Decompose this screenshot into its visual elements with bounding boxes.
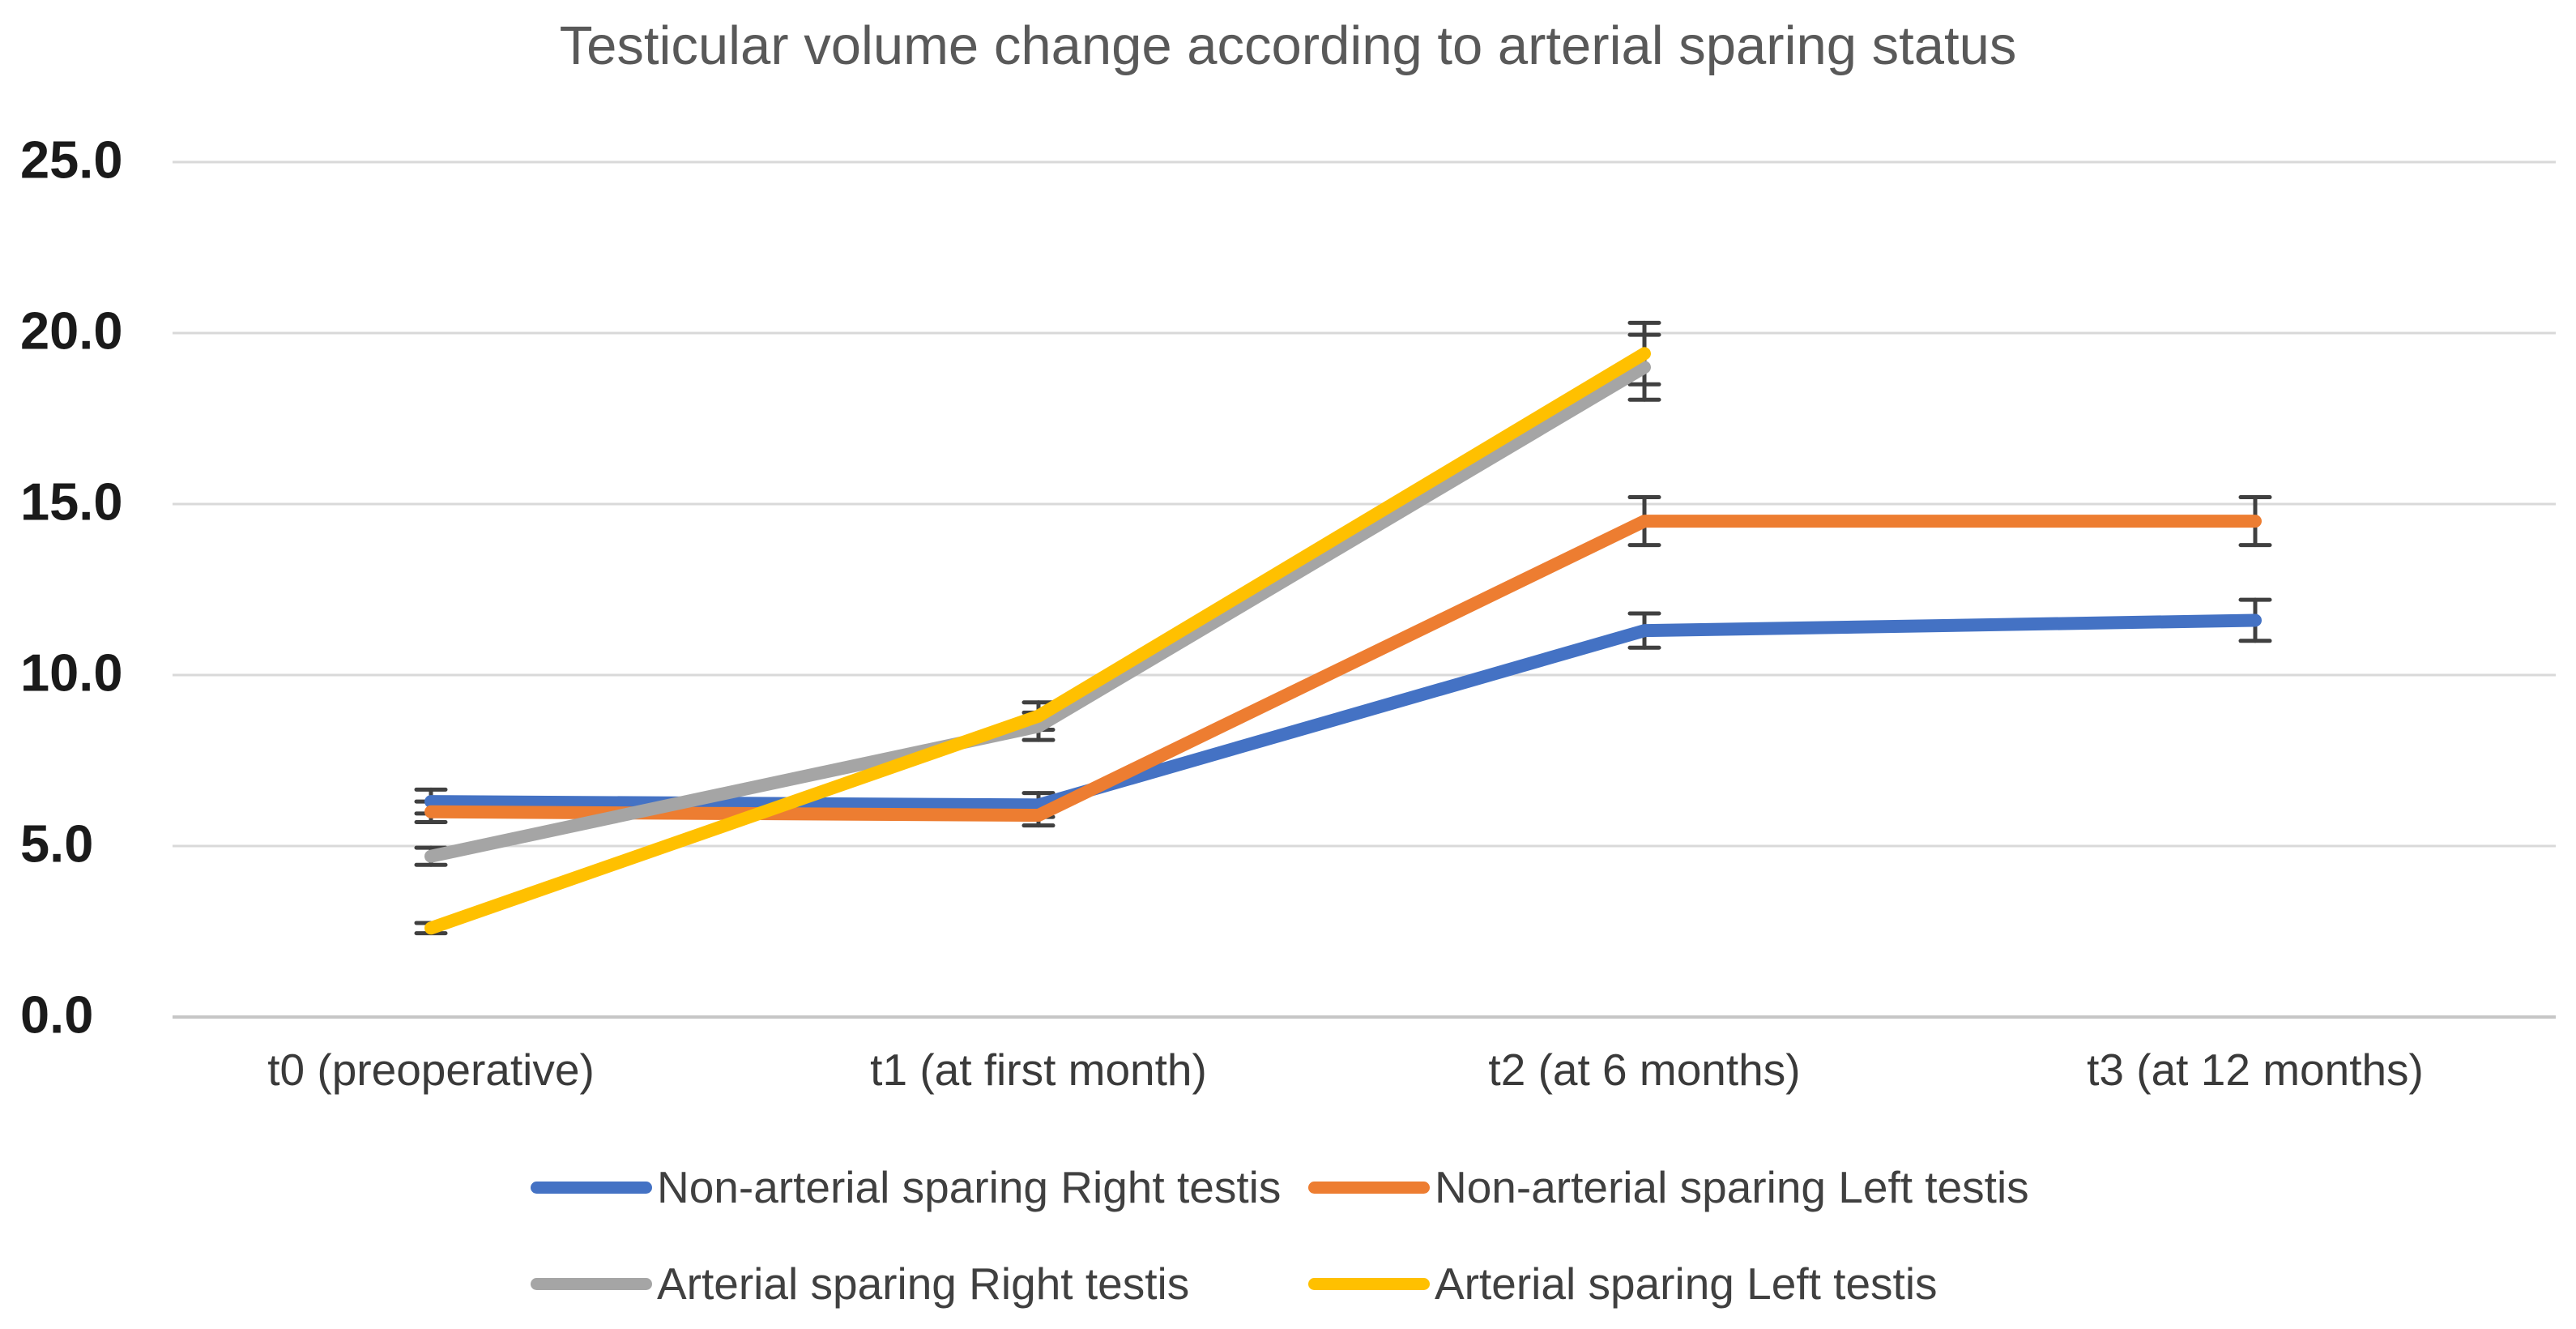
legend-marker-icon (531, 1277, 652, 1290)
y-tick-label: 10.0 (20, 643, 123, 703)
legend-label: Non-arterial sparing Left testis (1435, 1162, 2029, 1212)
y-tick-label: 5.0 (20, 814, 94, 874)
x-tick-label: t3 (at 12 months) (2087, 1045, 2424, 1095)
x-tick-label: t2 (at 6 months) (1488, 1045, 1801, 1095)
legend-label: Arterial sparing Right testis (657, 1258, 1190, 1309)
series-line-1 (424, 613, 2262, 812)
legend-label: Non-arterial sparing Right testis (657, 1162, 1282, 1212)
x-tick-label: t1 (at first month) (870, 1045, 1207, 1095)
y-tick-label: 20.0 (20, 301, 123, 361)
series-line-2 (424, 515, 2262, 823)
legend-marker-icon (531, 1181, 652, 1194)
series-line-4 (424, 347, 1651, 935)
y-tick-label: 0.0 (20, 985, 94, 1045)
legend-marker-icon (1308, 1277, 1430, 1290)
legend-label: Arterial sparing Left testis (1435, 1258, 1938, 1309)
y-tick-label: 15.0 (20, 472, 123, 532)
legend-item: Non-arterial sparing Left testis (1308, 1161, 2029, 1213)
legend-item: Arterial sparing Right testis (531, 1258, 1189, 1310)
legend-item: Non-arterial sparing Right testis (531, 1161, 1281, 1213)
legend-marker-icon (1308, 1181, 1430, 1194)
series-line-3 (424, 361, 1651, 863)
y-tick-label: 25.0 (20, 130, 123, 190)
chart-title: Testicular volume change according to ar… (559, 15, 2017, 76)
legend-item: Arterial sparing Left testis (1308, 1258, 1938, 1310)
x-tick-label: t0 (preoperative) (267, 1045, 595, 1095)
